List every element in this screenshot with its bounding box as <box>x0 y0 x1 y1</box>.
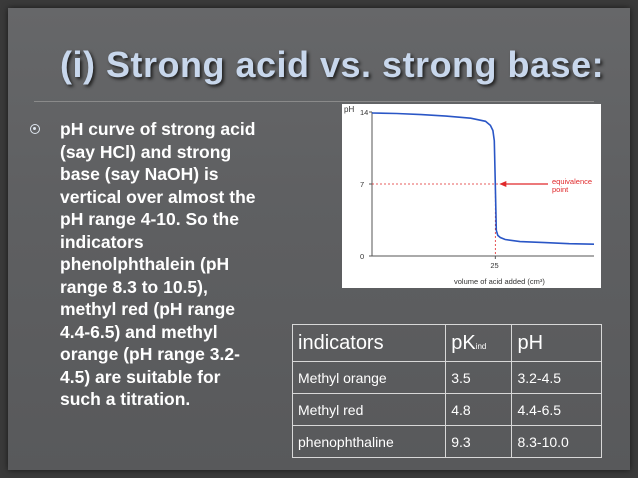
cell-ph: 3.2-4.5 <box>511 361 602 394</box>
cell-indicator: Methyl red <box>291 393 447 426</box>
bullet-line: pH range 4-10. So the <box>60 209 239 229</box>
bullet-line: indicators <box>60 231 144 252</box>
titration-chart: pH volume of acid added (cm³) 0 7 14 25 equ… <box>342 104 601 288</box>
header-pkind: pKind <box>445 324 513 362</box>
header-indicators: indicators <box>291 324 447 362</box>
annotation-line: point <box>552 185 569 194</box>
equivalence-annotation: equivalence point <box>552 177 592 194</box>
bullet-line: orange (pH range 3.2- <box>60 344 240 364</box>
table-row: phenophthaline 9.3 8.3-10.0 <box>291 425 602 458</box>
bullet-icon <box>30 124 40 134</box>
bullet-line: 4.5) are suitable for <box>60 366 221 387</box>
cell-ph: 8.3-10.0 <box>511 425 602 458</box>
x-axis-label: volume of acid added (cm³) <box>454 277 545 286</box>
bullet-line: pH curve of strong acid <box>60 119 256 139</box>
y-tick-label: 7 <box>360 180 364 189</box>
annotation-line: equivalence <box>552 177 592 186</box>
table-row: Methyl red 4.8 4.4-6.5 <box>291 393 602 426</box>
cell-indicator: phenophthaline <box>291 425 447 458</box>
cell-pk: 9.3 <box>445 425 513 458</box>
header-pk: pK <box>451 331 476 354</box>
header-ph: pH <box>511 324 602 362</box>
x-tick-label: 25 <box>490 261 498 270</box>
cell-ph: 4.4-6.5 <box>511 393 602 426</box>
header-pk-subscript: ind <box>475 341 487 351</box>
bullet-line: range 8.3 to 10.5), <box>60 276 208 297</box>
y-tick-label: 0 <box>360 252 364 261</box>
bullet-line: 4.4-6.5) and methyl <box>60 321 218 342</box>
table-row: Methyl orange 3.5 3.2-4.5 <box>291 361 602 394</box>
cell-pk: 3.5 <box>445 361 513 394</box>
bullet-line: methyl red (pH range <box>60 299 236 319</box>
bullet-line: (say HCl) and strong <box>60 141 232 162</box>
equivalence-arrow-head <box>499 181 507 187</box>
bullet-line: phenolphthalein (pH <box>60 254 230 274</box>
bullet-line: base (say NaOH) is <box>60 164 219 184</box>
slide-title: (i) Strong acid vs. strong base: <box>60 44 605 85</box>
title-divider <box>34 101 594 102</box>
bullet-line: vertical over almost the <box>60 186 256 207</box>
y-axis-label: pH <box>344 105 354 114</box>
ph-curve <box>371 112 595 245</box>
bullet-line: such a titration. <box>60 389 191 409</box>
cell-indicator: Methyl orange <box>291 361 447 394</box>
cell-pk: 4.8 <box>445 393 513 426</box>
indicators-table: indicators pKind pH Methyl orange 3.5 3.… <box>291 324 602 458</box>
bullet-text: pH curve of strong acid (say HCl) and st… <box>60 118 300 411</box>
y-tick-label: 14 <box>360 108 368 117</box>
table-header-row: indicators pKind pH <box>291 324 602 362</box>
titration-chart-svg: pH volume of acid added (cm³) 0 7 14 25 equ… <box>344 105 595 286</box>
